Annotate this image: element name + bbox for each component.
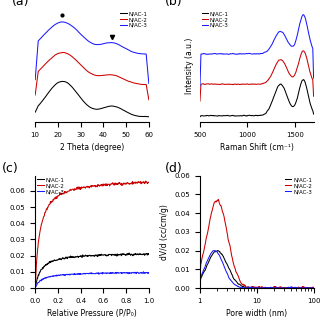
- Text: (a): (a): [12, 0, 29, 8]
- Legend: N/AC-1, N/AC-2, N/AC-3: N/AC-1, N/AC-2, N/AC-3: [119, 11, 148, 28]
- Legend: N/AC-1, N/AC-2, N/AC-3: N/AC-1, N/AC-2, N/AC-3: [201, 11, 229, 28]
- X-axis label: Relative Pressure (P/P₀): Relative Pressure (P/P₀): [47, 309, 137, 318]
- Text: (b): (b): [165, 0, 183, 8]
- Text: (d): (d): [165, 162, 183, 175]
- Y-axis label: dV/d (cc/cm/g): dV/d (cc/cm/g): [160, 204, 169, 260]
- Text: (c): (c): [1, 162, 18, 175]
- X-axis label: 2 Theta (degree): 2 Theta (degree): [60, 143, 124, 152]
- Legend: N/AC-1, N/AC-2, N/AC-3: N/AC-1, N/AC-2, N/AC-3: [36, 177, 65, 195]
- X-axis label: Raman Shift (cm⁻¹): Raman Shift (cm⁻¹): [220, 143, 294, 152]
- Y-axis label: Intensity (a.u.): Intensity (a.u.): [185, 37, 195, 94]
- X-axis label: Pore width (nm): Pore width (nm): [226, 309, 287, 318]
- Legend: N/AC-1, N/AC-2, N/AC-3: N/AC-1, N/AC-2, N/AC-3: [284, 177, 313, 195]
